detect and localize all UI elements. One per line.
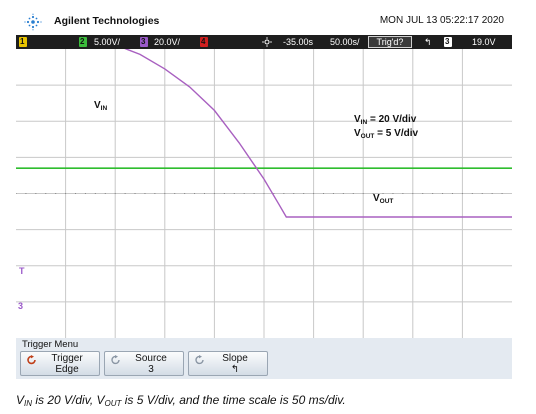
center-axis-tick	[65, 193, 67, 194]
center-axis-tick	[412, 193, 414, 194]
channel-1-indicator[interactable]	[19, 37, 27, 47]
center-axis-tick	[164, 193, 166, 194]
softkey-value: 3	[148, 364, 154, 375]
center-axis-tick	[451, 193, 453, 194]
vin-trace	[124, 49, 512, 218]
center-axis-tick	[233, 193, 235, 194]
center-axis-tick	[352, 193, 354, 194]
center-axis-tick	[501, 193, 503, 194]
center-axis-tick	[293, 193, 295, 194]
channel-1-label: 1	[20, 37, 25, 46]
channel-3-indicator[interactable]	[140, 37, 148, 47]
center-axis-tick	[144, 193, 146, 194]
center-axis-tick	[461, 193, 463, 194]
center-axis-tick	[323, 193, 325, 194]
channel-2-scale: 5.00V/	[94, 37, 121, 47]
center-axis-tick	[174, 193, 176, 194]
center-axis-tick	[313, 193, 315, 194]
center-axis-tick	[45, 193, 47, 194]
center-axis-tick	[471, 193, 473, 194]
center-axis-tick	[273, 193, 275, 194]
channel-4-indicator[interactable]	[200, 37, 208, 47]
oscilloscope-screen: Agilent Technologies MON JUL 13 05:22:17…	[16, 9, 512, 379]
center-axis-tick	[392, 193, 394, 194]
center-axis-tick	[104, 193, 106, 194]
center-axis-tick	[114, 193, 116, 194]
menu-title: Trigger Menu	[22, 339, 79, 350]
trigger-source: 3	[445, 37, 450, 46]
legend-vin-scale: VIN = 20 V/div	[354, 114, 417, 126]
center-axis-tick	[442, 193, 444, 194]
center-axis-tick	[491, 193, 493, 194]
center-axis-tick	[154, 193, 156, 194]
vin-trace-label: VIN	[94, 100, 107, 112]
rotate-icon	[195, 355, 204, 365]
center-axis-tick	[124, 193, 126, 194]
center-axis-tick	[16, 193, 17, 194]
vout-trace-label: VOUT	[373, 193, 393, 205]
center-axis-tick	[194, 193, 196, 194]
center-axis-tick	[243, 193, 245, 194]
softkey-label: Trigger	[51, 353, 83, 364]
center-axis-tick	[481, 193, 483, 194]
center-axis-tick	[55, 193, 57, 194]
trigger-source-softkey[interactable]: Source 3	[104, 351, 184, 376]
center-axis-ticks	[16, 193, 503, 194]
brand-name: Agilent Technologies	[54, 15, 160, 27]
center-axis-tick	[303, 193, 305, 194]
center-axis-tick	[223, 193, 225, 194]
trigger-slope-softkey[interactable]: Slope ↰	[188, 351, 268, 376]
center-axis-tick	[253, 193, 255, 194]
softkey-label: Source	[135, 353, 167, 364]
center-axis-tick	[35, 193, 37, 194]
horizontal-delay[interactable]: -35.00s	[283, 37, 314, 47]
center-axis-tick	[382, 193, 384, 194]
rotate-icon	[27, 355, 36, 365]
center-axis-tick	[362, 193, 364, 194]
softkey-value: ↰	[230, 364, 240, 375]
trigger-status: Trig'd?	[368, 36, 412, 48]
center-axis-tick	[332, 193, 334, 194]
scope-header: Agilent Technologies MON JUL 13 05:22:17…	[16, 9, 512, 35]
center-axis-tick	[94, 193, 96, 194]
center-axis-tick	[432, 193, 434, 194]
center-axis-tick	[25, 193, 27, 194]
center-axis-tick	[84, 193, 86, 194]
legend-vout-scale: VOUT = 5 V/div	[354, 128, 418, 140]
trigger-menu: Trigger Menu Trigger Edge Source 3 Slope…	[16, 338, 512, 379]
trigger-type-softkey[interactable]: Trigger Edge	[20, 351, 100, 376]
center-axis-tick	[342, 193, 344, 194]
channel-2-indicator[interactable]	[79, 37, 87, 47]
timebase-scale[interactable]: 50.00s/	[330, 37, 360, 47]
center-axis-tick	[372, 193, 374, 194]
center-axis-tick	[184, 193, 186, 194]
center-axis-tick	[213, 193, 215, 194]
figure-caption: VIN is 20 V/div, VOUT is 5 V/div, and th…	[16, 393, 346, 408]
trigger-slope-icon: ↰	[424, 37, 432, 47]
status-bar: 1 2 5.00V/ 3 20.0V/ 4 -35.00s 50.00s/ Tr…	[16, 35, 512, 49]
trigger-level-marker[interactable]: T	[19, 266, 25, 276]
center-axis-tick	[402, 193, 404, 194]
center-axis-tick	[283, 193, 285, 194]
center-axis-tick	[422, 193, 424, 194]
channel-3-ground-marker[interactable]: 3	[18, 301, 23, 311]
center-axis-tick	[134, 193, 136, 194]
rotate-icon	[111, 355, 120, 365]
channel-3-label: 3	[141, 37, 146, 46]
waveform-display[interactable]: VIN VOUT VIN = 20 V/div VOUT = 5 V/div T…	[16, 49, 512, 338]
center-axis-tick	[203, 193, 205, 194]
graticule-plot: VIN VOUT VIN = 20 V/div VOUT = 5 V/div T…	[16, 49, 512, 338]
channel-3-scale: 20.0V/	[154, 37, 181, 47]
channel-2-label: 2	[80, 37, 85, 46]
sun-icon	[262, 37, 272, 47]
softkey-label: Slope	[222, 353, 248, 364]
date-time: MON JUL 13 05:22:17 2020	[379, 15, 504, 26]
center-axis-tick	[75, 193, 77, 194]
trigger-source-indicator	[444, 37, 452, 47]
agilent-spark-logo-icon	[24, 13, 42, 31]
trigger-level[interactable]: 19.0V	[472, 37, 496, 47]
center-axis-tick	[263, 193, 265, 194]
softkey-value: Edge	[55, 364, 79, 375]
channel-4-label: 4	[201, 37, 206, 46]
